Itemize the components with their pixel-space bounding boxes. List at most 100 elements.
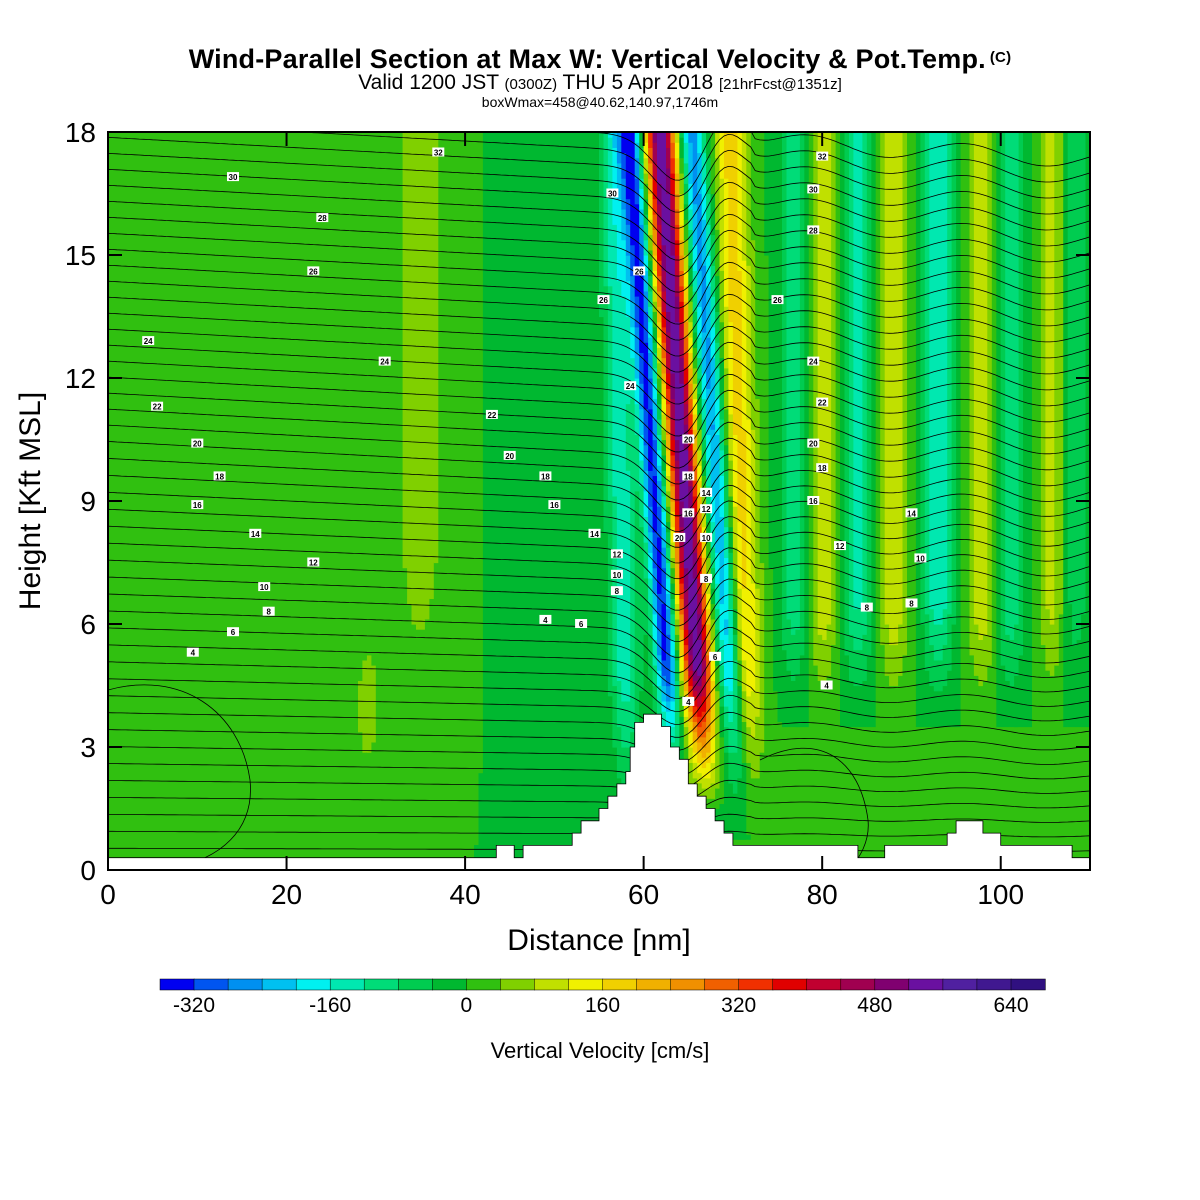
- field-cell: [688, 485, 694, 512]
- contour-label: 26: [597, 295, 610, 305]
- field-cell: [951, 132, 957, 625]
- field-cell: [728, 721, 734, 753]
- field-cell: [657, 306, 663, 323]
- field-cell: [701, 495, 707, 512]
- field-cell: [648, 603, 654, 635]
- field-cell: [304, 132, 310, 870]
- field-cell: [683, 142, 689, 164]
- field-cell: [741, 659, 747, 692]
- field-cell: [179, 132, 185, 870]
- field-cell: [933, 132, 939, 625]
- field-cell: [683, 132, 689, 143]
- field-cell: [706, 285, 712, 338]
- field-cell: [866, 132, 872, 656]
- field-cell: [737, 685, 743, 733]
- field-cell: [688, 731, 694, 748]
- contour-label: 8: [700, 573, 713, 584]
- field-cell: [657, 183, 663, 205]
- field-cell: [728, 552, 734, 579]
- field-cell: [907, 132, 913, 870]
- field-cell: [692, 495, 698, 512]
- field-cell: [625, 132, 631, 200]
- field-cell: [773, 690, 779, 870]
- field-cell: [1000, 132, 1006, 666]
- contour-label: 32: [816, 151, 829, 162]
- contour-label-text: 30: [229, 173, 238, 182]
- field-cell: [674, 516, 680, 533]
- field-cell: [750, 690, 756, 738]
- contour-label-bg: [539, 614, 552, 624]
- field-cell: [465, 132, 471, 870]
- field-cell: [558, 132, 564, 870]
- field-cell: [657, 685, 663, 702]
- field-cell: [831, 132, 837, 646]
- field-cell: [719, 706, 725, 738]
- field-cell: [670, 485, 676, 502]
- field-cell: [826, 624, 832, 676]
- field-cell: [795, 726, 801, 870]
- field-cell: [817, 634, 823, 681]
- field-cell: [670, 557, 676, 569]
- field-cell: [1005, 726, 1011, 870]
- field-cell: [670, 439, 676, 456]
- field-cell: [692, 311, 698, 333]
- field-cell: [657, 654, 663, 671]
- field-cell: [683, 700, 689, 717]
- field-cell: [715, 132, 721, 159]
- field-cell: [719, 736, 725, 804]
- field-cell: [755, 398, 761, 589]
- field-cell: [692, 449, 698, 466]
- contour-label-bg: [262, 606, 275, 616]
- theta-contour: [108, 216, 1090, 293]
- field-cell: [648, 408, 654, 471]
- field-cell: [630, 326, 636, 359]
- field-cell: [947, 132, 953, 615]
- valid-prefix: Valid 1200 JST: [358, 71, 499, 94]
- field-cell: [661, 383, 667, 400]
- contour-label-text: 8: [615, 587, 620, 596]
- field-cell: [643, 577, 649, 635]
- field-cell: [670, 229, 676, 256]
- x-tick-label: 60: [628, 879, 659, 910]
- field-cell: [701, 460, 707, 476]
- field-cell: [715, 367, 721, 400]
- field-cell: [648, 193, 654, 210]
- field-cell: [679, 547, 685, 569]
- field-cell: [871, 132, 877, 728]
- field-cell: [701, 219, 707, 266]
- contour-label-bg: [307, 266, 320, 276]
- field-cell: [1081, 613, 1087, 728]
- field-cell: [683, 403, 689, 425]
- field-cell: [679, 383, 685, 502]
- field-cell: [697, 378, 703, 394]
- field-cell: [875, 132, 881, 870]
- field-cell: [358, 680, 364, 733]
- field-cell: [456, 132, 462, 870]
- field-cell: [657, 393, 663, 405]
- field-cell: [679, 629, 685, 640]
- field-cell: [692, 741, 698, 753]
- field-cell: [625, 198, 631, 225]
- field-cell: [947, 613, 953, 671]
- field-cell: [648, 132, 654, 148]
- contour-label: 12: [834, 541, 846, 551]
- field-cell: [710, 762, 716, 784]
- field-cell: [697, 782, 703, 799]
- field-cell: [313, 132, 319, 870]
- field-cell: [652, 229, 658, 246]
- field-cell: [670, 372, 676, 400]
- field-cell: [380, 132, 386, 870]
- copyright-mark: (C): [989, 49, 1012, 66]
- field-cell: [692, 290, 698, 312]
- field-cell: [661, 675, 667, 687]
- field-cell: [692, 203, 698, 246]
- field-cell: [732, 659, 738, 753]
- field-cell: [817, 680, 823, 870]
- colorbar-tick-label: -160: [309, 994, 351, 1017]
- field-cell: [491, 132, 497, 870]
- contour-label-text: 16: [193, 501, 202, 510]
- field-cell: [666, 521, 672, 533]
- field-cell: [701, 624, 707, 640]
- field-cell: [853, 132, 859, 610]
- contour-label-text: 26: [635, 267, 644, 276]
